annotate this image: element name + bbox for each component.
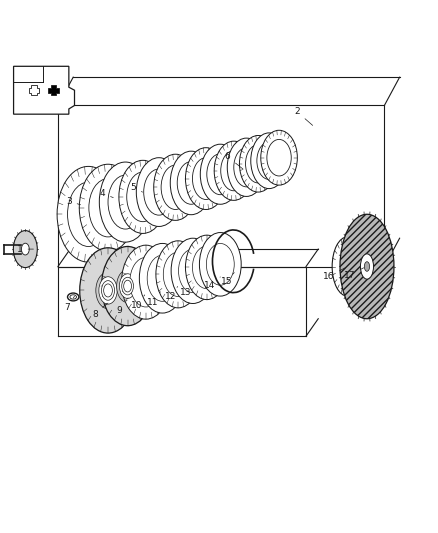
Ellipse shape	[163, 252, 193, 296]
Text: 17: 17	[344, 268, 364, 280]
Ellipse shape	[154, 154, 197, 220]
Polygon shape	[14, 66, 74, 114]
Ellipse shape	[121, 245, 170, 319]
Ellipse shape	[192, 246, 221, 289]
Ellipse shape	[214, 141, 253, 200]
Ellipse shape	[177, 161, 205, 204]
Text: 5: 5	[131, 183, 142, 192]
Polygon shape	[48, 85, 59, 95]
Ellipse shape	[227, 138, 265, 197]
Ellipse shape	[144, 169, 174, 215]
Ellipse shape	[127, 172, 159, 222]
Ellipse shape	[240, 135, 277, 192]
Ellipse shape	[122, 277, 134, 295]
Ellipse shape	[67, 182, 110, 246]
Ellipse shape	[332, 237, 363, 296]
Ellipse shape	[147, 255, 178, 301]
Ellipse shape	[170, 151, 212, 215]
Ellipse shape	[340, 214, 394, 319]
Ellipse shape	[234, 148, 259, 187]
Text: 2: 2	[294, 108, 313, 125]
Ellipse shape	[206, 244, 234, 285]
Ellipse shape	[57, 166, 120, 262]
Text: 3: 3	[66, 197, 81, 206]
Ellipse shape	[221, 151, 247, 191]
Ellipse shape	[156, 241, 200, 308]
Ellipse shape	[120, 274, 136, 298]
Ellipse shape	[364, 262, 370, 271]
Ellipse shape	[117, 270, 138, 303]
Ellipse shape	[257, 142, 281, 180]
Ellipse shape	[104, 284, 113, 297]
Ellipse shape	[185, 235, 228, 300]
Text: 16: 16	[323, 268, 345, 280]
Ellipse shape	[124, 280, 131, 292]
Ellipse shape	[99, 277, 117, 304]
Ellipse shape	[261, 130, 297, 185]
Text: 9: 9	[116, 300, 127, 314]
Ellipse shape	[102, 246, 154, 326]
Text: 14: 14	[204, 277, 220, 290]
Text: 13: 13	[180, 283, 193, 297]
Ellipse shape	[102, 281, 115, 300]
Ellipse shape	[89, 179, 127, 237]
Ellipse shape	[199, 232, 241, 296]
Ellipse shape	[119, 160, 167, 233]
Ellipse shape	[79, 164, 137, 251]
Ellipse shape	[185, 148, 226, 209]
Ellipse shape	[192, 158, 219, 199]
Ellipse shape	[99, 162, 152, 242]
Text: 15: 15	[221, 272, 234, 286]
Ellipse shape	[136, 158, 182, 227]
Ellipse shape	[360, 254, 374, 279]
Ellipse shape	[207, 154, 234, 195]
Ellipse shape	[70, 295, 77, 299]
Ellipse shape	[139, 244, 185, 313]
Text: 1: 1	[17, 245, 33, 254]
Ellipse shape	[179, 249, 207, 293]
Ellipse shape	[130, 257, 162, 307]
Ellipse shape	[108, 175, 143, 229]
Ellipse shape	[96, 272, 120, 309]
Ellipse shape	[80, 248, 136, 333]
Ellipse shape	[246, 144, 271, 183]
Text: 6: 6	[225, 152, 243, 169]
Ellipse shape	[171, 238, 215, 303]
Ellipse shape	[161, 165, 190, 209]
Ellipse shape	[251, 133, 287, 189]
Text: 10: 10	[131, 295, 145, 310]
Ellipse shape	[13, 231, 37, 268]
Text: 11: 11	[147, 292, 160, 306]
Text: 7: 7	[65, 296, 74, 312]
Ellipse shape	[67, 293, 79, 301]
Text: 12: 12	[165, 287, 178, 302]
Text: 4: 4	[99, 189, 113, 198]
Ellipse shape	[200, 144, 240, 204]
Ellipse shape	[267, 140, 291, 176]
Text: 8: 8	[92, 303, 107, 319]
Ellipse shape	[21, 243, 29, 255]
